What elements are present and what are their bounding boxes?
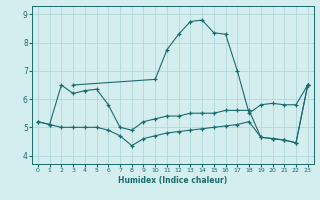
X-axis label: Humidex (Indice chaleur): Humidex (Indice chaleur) [118, 176, 228, 185]
